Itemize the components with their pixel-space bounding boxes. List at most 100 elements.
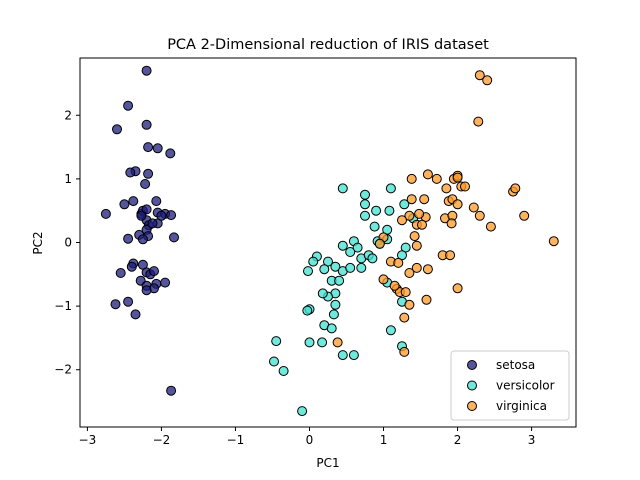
virginica-point xyxy=(452,172,463,183)
setosa-point xyxy=(126,261,137,272)
versicolor-point xyxy=(308,256,319,267)
virginica-point xyxy=(431,173,442,184)
y-axis: −2 −1 0 1 2 xyxy=(54,108,80,377)
versicolor-point xyxy=(302,305,313,316)
virginica-point xyxy=(397,215,407,226)
virginica-point xyxy=(474,70,485,81)
setosa-point xyxy=(119,199,130,210)
versicolor-point xyxy=(269,356,279,367)
setosa-point xyxy=(123,100,134,111)
virginica-point xyxy=(414,208,425,219)
versicolor-point xyxy=(317,337,328,348)
virginica-point xyxy=(399,312,410,323)
legend-label-setosa: setosa xyxy=(496,358,535,372)
setosa-point xyxy=(100,208,111,219)
virginica-point xyxy=(468,202,479,213)
setosa-point xyxy=(147,218,158,229)
y-axis-label: PC2 xyxy=(31,231,45,254)
setosa-point xyxy=(141,119,152,130)
virginica-point xyxy=(482,75,493,86)
legend: setosa versicolor virginica xyxy=(450,350,570,421)
versicolor-point xyxy=(304,337,315,348)
setosa-point xyxy=(112,124,122,135)
virginica-point xyxy=(400,287,411,298)
x-axis: −3 −2 −1 0 1 2 3 xyxy=(79,427,535,447)
x-tick-label: −1 xyxy=(227,433,245,447)
x-tick-label: −2 xyxy=(153,433,171,447)
chart-title: PCA 2-Dimensional reduction of IRIS data… xyxy=(167,37,489,53)
setosa-point xyxy=(160,277,171,288)
virginica-point xyxy=(474,210,485,221)
virginica-point xyxy=(411,262,422,273)
setosa-point xyxy=(166,385,177,396)
virginica-point xyxy=(411,240,422,251)
setosa-point xyxy=(165,148,176,159)
versicolor-point xyxy=(328,309,339,320)
versicolor-point xyxy=(352,242,363,253)
versicolor-point xyxy=(271,336,282,347)
setosa-point xyxy=(166,210,177,221)
virginica-point xyxy=(445,250,456,261)
setosa-point xyxy=(169,232,179,243)
virginica-point xyxy=(406,194,417,205)
virginica-point xyxy=(441,183,452,194)
x-tick-label: 0 xyxy=(306,433,314,447)
setosa-point xyxy=(123,296,134,307)
versicolor-point xyxy=(371,205,382,216)
y-tick-label: 2 xyxy=(64,108,72,122)
virginica-point xyxy=(409,231,420,242)
versicolor-point xyxy=(360,199,370,210)
versicolor-point xyxy=(337,183,348,194)
setosa-point xyxy=(141,204,152,215)
virginica-point xyxy=(460,181,470,192)
virginica-point xyxy=(422,169,433,180)
versicolor-point xyxy=(348,350,359,361)
setosa-point xyxy=(125,167,136,178)
y-tick-label: 0 xyxy=(64,236,72,250)
setosa-point xyxy=(152,143,163,154)
virginica-point xyxy=(419,194,430,205)
y-tick-label: −1 xyxy=(54,299,72,313)
versicolor-point xyxy=(356,262,367,273)
virginica-point xyxy=(452,283,463,294)
setosa-point xyxy=(123,233,134,244)
legend-marker-versicolor xyxy=(467,380,477,391)
setosa-point xyxy=(115,268,126,278)
virginica-point xyxy=(404,299,415,310)
legend-label-virginica: virginica xyxy=(496,399,547,413)
setosa-point xyxy=(137,234,148,245)
versicolor-point xyxy=(369,221,380,232)
versicolor-point xyxy=(303,266,313,277)
versicolor-point xyxy=(385,183,396,194)
versicolor-point xyxy=(297,406,308,417)
setosa-point xyxy=(140,179,151,189)
virginica-point xyxy=(548,236,559,247)
versicolor-point xyxy=(360,210,370,221)
setosa-point xyxy=(110,299,121,310)
x-tick-label: 1 xyxy=(380,433,388,447)
versicolor-point xyxy=(360,189,370,200)
setosa-point xyxy=(143,168,154,179)
y-tick-label: −2 xyxy=(54,363,72,377)
versicolor-point xyxy=(337,240,348,251)
virginica-point xyxy=(406,173,417,184)
versicolor-point xyxy=(337,350,348,361)
versicolor-point xyxy=(326,323,337,334)
setosa-point xyxy=(149,266,159,277)
versicolor-point xyxy=(330,261,341,272)
versicolor-point xyxy=(367,253,378,264)
virginica-point xyxy=(417,219,427,230)
virginica-point xyxy=(510,183,521,194)
virginica-point xyxy=(378,274,389,285)
x-axis-label: PC1 xyxy=(316,456,339,470)
versicolor-point xyxy=(317,288,328,299)
setosa-point xyxy=(151,196,162,207)
virginica-point xyxy=(473,116,484,127)
legend-marker-virginica xyxy=(467,401,477,411)
setosa-point xyxy=(143,142,154,153)
versicolor-point xyxy=(345,262,356,273)
versicolor-point xyxy=(345,247,356,257)
legend-label-versicolor: versicolor xyxy=(496,379,555,393)
legend-box xyxy=(450,350,570,421)
